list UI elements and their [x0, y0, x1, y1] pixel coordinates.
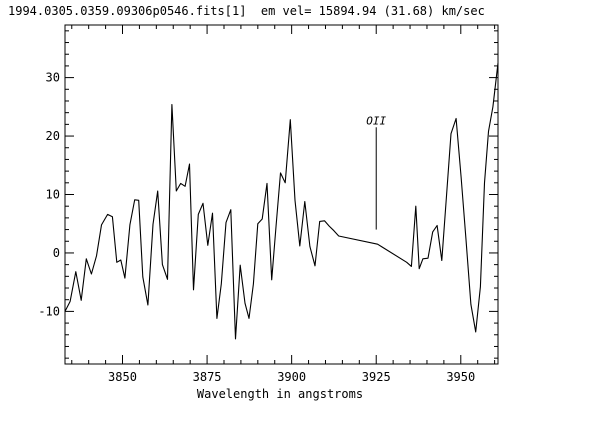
plot-frame-group: [64, 24, 499, 365]
y-tick-label: 0: [53, 246, 60, 260]
x-tick-label: 3875: [193, 370, 222, 384]
annotation-label: OII: [366, 114, 386, 127]
x-tick-label: 3900: [277, 370, 306, 384]
x-tick-label: 3950: [446, 370, 475, 384]
y-tick-label: -10: [38, 304, 60, 318]
x-axis-label: Wavelength in angstroms: [197, 387, 363, 401]
series-group: [64, 62, 499, 340]
y-tick-label: 30: [46, 71, 60, 85]
plot-frame: [64, 24, 499, 365]
chart-title: 1994.0305.0359.09306p0546.fits[1] em vel…: [8, 4, 485, 18]
annotation-group: OII: [366, 114, 387, 230]
ticks-group: 3850 3875 3900 3925 3950 -10 0 10 20 30: [38, 25, 498, 384]
y-tick-label: 20: [46, 129, 60, 143]
x-tick-label: 3850: [108, 370, 137, 384]
spectrum-series-line: [64, 62, 499, 340]
x-tick-label: 3925: [362, 370, 391, 384]
y-tick-label: 10: [46, 188, 60, 202]
